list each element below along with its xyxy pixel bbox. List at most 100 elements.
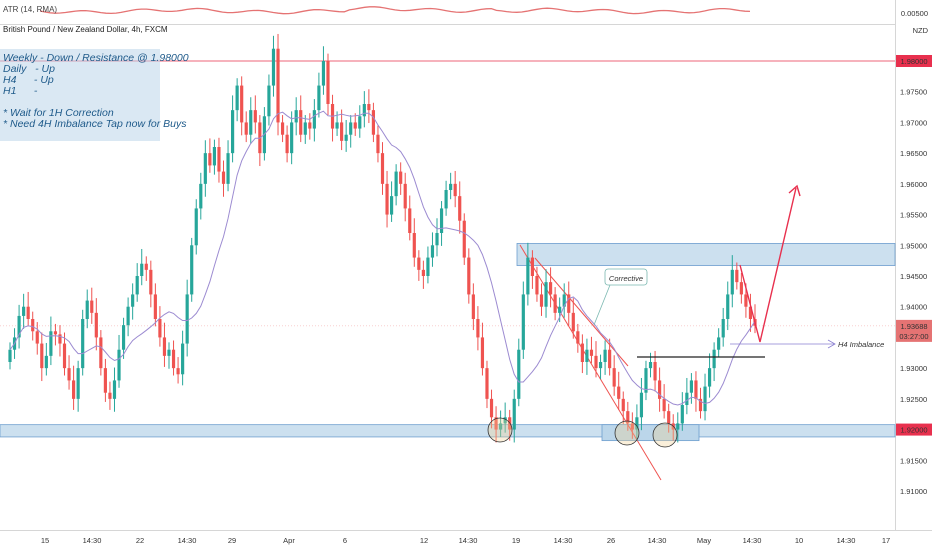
candle-body	[721, 319, 725, 338]
candle-body	[576, 331, 580, 344]
candle-body	[653, 362, 657, 381]
moving-average-line	[9, 110, 756, 406]
candle-body	[553, 294, 557, 313]
candle-body	[276, 48, 280, 123]
price-tick-label: 1.95500	[900, 211, 927, 220]
candle-body	[439, 208, 444, 233]
time-tick-label: 17	[882, 536, 890, 545]
low-highlight-circle	[652, 422, 678, 448]
note-h4: H4 - Up	[3, 74, 54, 86]
candle-body	[221, 171, 226, 184]
candle-body	[90, 300, 94, 313]
time-tick-label: 6	[343, 536, 347, 545]
candle-body	[712, 349, 716, 369]
candle-body	[453, 183, 457, 197]
candle-body	[131, 294, 135, 307]
candle-body	[294, 110, 298, 123]
candle-body	[117, 349, 121, 381]
candle-body	[340, 122, 344, 141]
candle-body	[694, 380, 698, 399]
time-tick-label: 12	[420, 536, 428, 545]
candle-body	[394, 171, 398, 197]
candle-body	[153, 294, 157, 319]
candle-body	[426, 257, 430, 276]
candle-body	[303, 122, 307, 135]
price-tick-label: 1.91000	[900, 487, 927, 496]
candle-body	[589, 349, 594, 356]
candle-body	[421, 269, 425, 276]
candle-body	[290, 122, 294, 154]
candle-body	[31, 319, 35, 332]
candle-body	[608, 349, 612, 369]
candle-body	[598, 362, 603, 369]
candle-body	[739, 282, 743, 295]
price-tick-label: 1.93000	[900, 364, 927, 373]
candle-body	[562, 294, 566, 307]
time-tick-label: 14:30	[459, 536, 478, 545]
atr-axis-label: 0.00500	[901, 9, 928, 18]
candle-body	[399, 171, 403, 184]
candle-body	[521, 294, 525, 350]
candle-body	[231, 110, 235, 154]
time-tick-label: 26	[607, 536, 615, 545]
corrective-label: Corrective	[609, 274, 643, 283]
note-daily: Daily - Up	[3, 63, 55, 75]
time-tick-label: 15	[41, 536, 49, 545]
candle-body	[244, 122, 248, 135]
candle-body	[149, 269, 153, 295]
candle-body	[444, 190, 448, 209]
note-imbalance-tap: * Need 4H Imbalance Tap now for Buys	[3, 118, 187, 130]
current-price-label-bg	[896, 319, 932, 342]
candle-body	[99, 337, 103, 369]
analysis-notes: Weekly - Down / Resistance @ 1.98000 Dai…	[0, 49, 189, 141]
zone-demand	[0, 424, 896, 438]
time-tick-label: 29	[228, 536, 236, 545]
candle-body	[435, 233, 439, 246]
support-label-bg	[896, 423, 932, 436]
candle-body	[485, 368, 489, 399]
h4-imbalance-label: H4 Imbalance	[838, 340, 884, 349]
candle-body	[17, 315, 21, 338]
candle-body	[271, 48, 276, 86]
candle-body	[240, 85, 244, 123]
candle-body	[680, 405, 684, 424]
candle-body	[567, 294, 571, 313]
candle-body	[62, 343, 67, 369]
candle-body	[494, 417, 498, 430]
candle-body	[530, 257, 534, 276]
candle-body	[689, 380, 693, 393]
low-highlight-circle	[614, 420, 640, 446]
candle-body	[539, 294, 544, 307]
candle-body	[267, 85, 271, 117]
support-price-label: 1.92000	[900, 426, 927, 435]
candle-body	[630, 423, 634, 430]
candle-body	[162, 337, 167, 356]
candle-body	[730, 269, 734, 295]
candle-body	[121, 325, 126, 350]
candle-body	[312, 110, 316, 129]
candle-body	[67, 368, 71, 381]
candle-body	[639, 392, 644, 418]
candle-body	[40, 343, 44, 369]
time-tick-label: 19	[512, 536, 520, 545]
candle-body	[380, 153, 385, 184]
candle-body	[235, 85, 239, 111]
candle-body	[181, 343, 185, 375]
note-h1: H1 -	[3, 85, 38, 97]
projection-path	[739, 187, 797, 343]
price-tick-label: 1.97000	[900, 118, 927, 127]
candle-body	[512, 398, 516, 430]
corrective-callout-box	[604, 268, 648, 286]
candle-body	[194, 208, 198, 246]
currency-label: NZD	[913, 26, 929, 35]
candle-body	[594, 355, 598, 369]
candle-body	[26, 306, 30, 319]
candle-body	[35, 331, 39, 344]
candle-body	[389, 196, 394, 215]
candle-body	[103, 368, 107, 393]
candle-body	[667, 411, 671, 424]
candle-body	[58, 334, 62, 344]
note-wait-correction: * Wait for 1H Correction	[3, 107, 114, 119]
candle-body	[480, 337, 485, 369]
